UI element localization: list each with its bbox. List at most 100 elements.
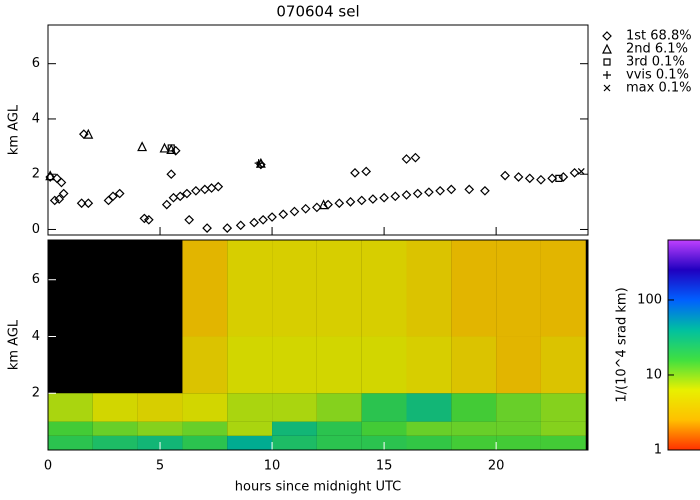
marker	[300, 203, 311, 214]
heatmap-cell	[540, 435, 586, 450]
marker	[312, 202, 322, 213]
marker	[83, 198, 94, 209]
heatmap-cell	[540, 421, 586, 436]
heatmap-cell	[361, 336, 407, 394]
marker	[159, 142, 170, 153]
plot-frame	[47, 24, 589, 236]
y-tick-label: 2	[32, 167, 40, 182]
y-tick-label: 0	[32, 222, 40, 237]
marker	[524, 173, 535, 184]
heatmap-cell	[316, 240, 362, 337]
heatmap-cell	[182, 393, 228, 422]
heatmap-cell	[406, 240, 452, 337]
heatmap-cell	[182, 421, 228, 436]
heatmap-cell	[316, 435, 362, 450]
marker	[56, 177, 67, 188]
marker	[318, 199, 329, 210]
heatmap-cell	[406, 336, 452, 394]
marker	[412, 188, 423, 199]
y-tick-label: 2	[32, 386, 40, 401]
marker	[500, 170, 510, 181]
x-tick-label: 20	[488, 459, 505, 474]
marker	[555, 174, 563, 182]
marker	[49, 195, 60, 206]
marker	[58, 188, 69, 199]
marker	[350, 167, 360, 178]
y-tick-label: 4	[32, 329, 40, 344]
legend-label: 1st 68.8%	[626, 29, 692, 44]
y-axis-label: km AGL	[7, 104, 22, 155]
heatmap-cell	[272, 421, 317, 436]
x-tick-label: 0	[44, 459, 52, 474]
x-axis-label: hours since midnight UTC	[235, 480, 401, 495]
marker	[536, 174, 546, 185]
marker	[435, 185, 445, 196]
plot-frame	[47, 239, 589, 451]
heatmap-cell	[361, 421, 407, 436]
marker	[103, 195, 114, 206]
heatmap-cell	[540, 240, 586, 337]
heatmap-cell	[406, 435, 452, 450]
heatmap-cell	[496, 435, 541, 450]
colorbar-tick-label: 1	[654, 443, 662, 458]
heatmap-cell	[361, 240, 407, 337]
marker	[401, 154, 412, 164]
heatmap-cell	[227, 435, 273, 450]
heatmap-cell	[406, 393, 452, 422]
heatmap-cell	[361, 393, 407, 422]
marker	[166, 144, 177, 154]
marker	[161, 199, 172, 210]
heatmap-cell	[316, 336, 362, 394]
marker	[558, 172, 569, 182]
heatmap-cell	[48, 435, 93, 450]
heatmap-cell	[451, 435, 497, 450]
heatmap-cell	[451, 336, 497, 394]
marker	[513, 172, 524, 182]
heatmap-cell	[451, 393, 497, 422]
marker	[83, 128, 94, 139]
marker	[199, 184, 210, 195]
marker	[278, 209, 289, 220]
heatmap-cell	[496, 393, 541, 422]
legend-marker	[603, 84, 611, 92]
heatmap-cell	[316, 393, 362, 422]
legend-label: 2nd 6.1%	[626, 42, 688, 57]
marker	[368, 194, 378, 204]
marker	[235, 220, 246, 231]
marker	[334, 198, 345, 209]
y-axis-label: km AGL	[7, 319, 22, 370]
heatmap-cell	[451, 421, 497, 436]
marker	[424, 187, 434, 198]
heatmap-cell	[137, 421, 183, 436]
marker	[258, 214, 268, 225]
legend-label: max 0.1%	[626, 81, 691, 96]
heatmap-cell	[272, 393, 317, 422]
marker	[356, 195, 367, 206]
heatmap-cell	[182, 240, 228, 337]
heatmap-cell	[92, 393, 138, 422]
marker	[114, 188, 125, 199]
heatmap-cell	[451, 240, 497, 337]
legend-marker	[602, 43, 612, 54]
marker	[379, 192, 389, 203]
marker	[480, 185, 490, 196]
heatmap-cell	[316, 421, 362, 436]
heatmap-cell	[540, 336, 586, 394]
marker	[191, 185, 201, 196]
heatmap-cell	[92, 421, 138, 436]
marker	[577, 168, 585, 175]
marker	[143, 214, 154, 225]
marker	[139, 213, 150, 224]
marker	[249, 217, 259, 228]
marker	[464, 184, 475, 195]
heatmap-cell	[48, 393, 93, 422]
marker	[137, 141, 148, 152]
marker	[213, 181, 224, 192]
marker	[361, 166, 372, 177]
legend-label: 3rd 0.1%	[626, 55, 685, 70]
y-tick-label: 6	[32, 56, 40, 71]
marker	[401, 190, 412, 200]
colorbar-label: 1/(10^4 srad km)	[615, 287, 630, 402]
y-tick-label: 4	[32, 111, 40, 126]
